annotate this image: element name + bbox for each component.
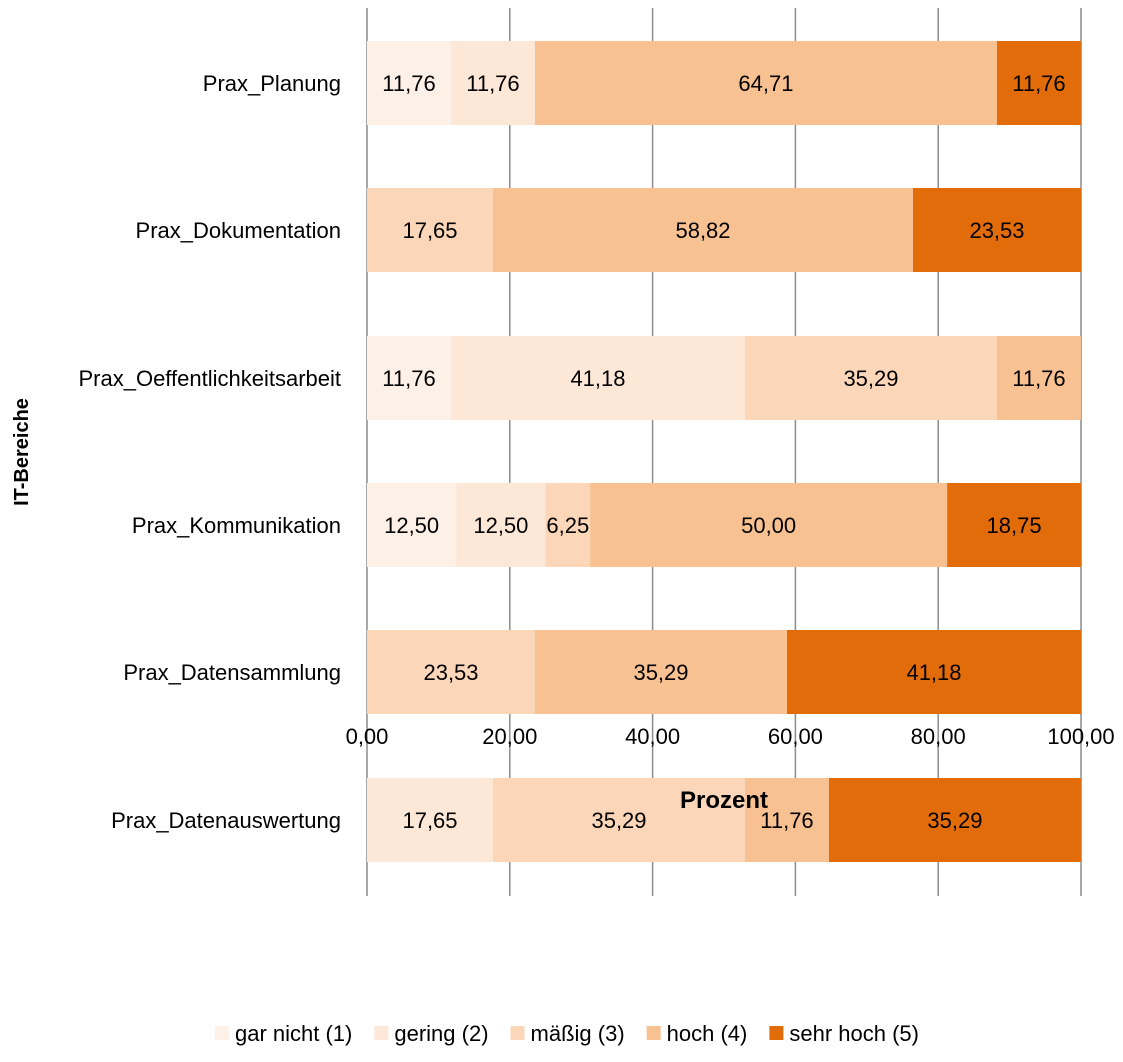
bar-segment — [493, 778, 745, 862]
data-label: 35,29 — [843, 366, 898, 391]
legend-item: hoch (4) — [646, 1021, 748, 1046]
bar-segment — [535, 630, 787, 714]
x-tick-label: 100,00 — [1047, 724, 1114, 749]
bars: 11,76 11,76 64,71 11,76 17,65 58,82 23,53 11,76… — [367, 41, 1081, 862]
category-label: Prax_Datenauswertung — [111, 808, 341, 833]
data-label: 35,29 — [633, 660, 688, 685]
bar-segment — [367, 778, 494, 862]
legend-swatch — [214, 1026, 229, 1040]
legend-label: hoch (4) — [667, 1021, 748, 1046]
bar-segment — [590, 483, 948, 567]
category-label: Prax_Dokumentation — [136, 218, 341, 243]
x-tick-labels: 0,00 20,00 40,00 60,00 80,00 100,00 — [346, 724, 1115, 749]
gridlines — [366, 8, 1082, 896]
data-label: 41,18 — [906, 660, 961, 685]
data-label: 58,82 — [675, 218, 730, 243]
legend-item: gar nicht (1) — [214, 1021, 352, 1046]
bar-segment — [450, 41, 535, 125]
bar-segment — [534, 41, 997, 125]
data-label: 12,50 — [473, 513, 528, 538]
data-label: 64,71 — [738, 71, 793, 96]
bar-segment — [786, 630, 1081, 714]
data-label: 12,50 — [384, 513, 439, 538]
bar-segment — [493, 188, 913, 272]
bar-segment — [367, 188, 494, 272]
legend-label: sehr hoch (5) — [789, 1021, 919, 1046]
legend-swatch — [769, 1026, 784, 1040]
data-label: 11,76 — [382, 366, 435, 391]
category-label: Prax_Planung — [203, 71, 341, 96]
legend-item: gering (2) — [374, 1021, 489, 1046]
data-label: 50,00 — [741, 513, 796, 538]
legend: gar nicht (1) gering (2) mäßig (3) hoch (4)… — [214, 1021, 919, 1046]
x-tick-label: 0,00 — [346, 724, 389, 749]
bar-segment — [367, 336, 451, 420]
data-label: 17,65 — [402, 218, 457, 243]
x-tick-label: 40,00 — [625, 724, 680, 749]
legend-item: mäßig (3) — [510, 1021, 625, 1046]
bar-segment — [828, 778, 1081, 862]
legend-label: gar nicht (1) — [235, 1021, 352, 1046]
data-label: 6,25 — [546, 513, 589, 538]
data-label: 11,76 — [760, 808, 813, 833]
bar-segment — [545, 483, 591, 567]
legend-swatch — [374, 1026, 389, 1040]
category-label: Prax_Datensammlung — [123, 660, 341, 685]
category-label: Prax_Oeffentlichkeitsarbeit — [78, 366, 341, 391]
bar-segment — [367, 483, 457, 567]
data-label: 41,18 — [570, 366, 625, 391]
bar-segment — [912, 188, 1081, 272]
legend-item: sehr hoch (5) — [769, 1021, 919, 1046]
bar-segment — [744, 336, 997, 420]
data-label: 11,76 — [1012, 71, 1065, 96]
data-label: 18,75 — [987, 513, 1042, 538]
bar-segment — [996, 336, 1081, 420]
data-label: 17,65 — [402, 808, 457, 833]
data-label: 35,29 — [927, 808, 982, 833]
bar-segment — [947, 483, 1081, 567]
legend-label: mäßig (3) — [531, 1021, 625, 1046]
x-tick-label: 20,00 — [482, 724, 537, 749]
bar-segment — [367, 41, 451, 125]
legend-swatch — [510, 1026, 525, 1040]
data-label: 11,76 — [1012, 366, 1065, 391]
x-tick-label: 80,00 — [911, 724, 966, 749]
data-label: 11,76 — [466, 71, 519, 96]
data-label: 23,53 — [423, 660, 478, 685]
bar-segment — [744, 778, 829, 862]
bar-segment — [456, 483, 546, 567]
x-axis-title: Prozent — [680, 787, 768, 814]
category-labels: Prax_Planung Prax_Dokumentation Prax_Oeffe… — [78, 71, 341, 833]
bar-segment — [996, 41, 1081, 125]
category-label: Prax_Kommunikation — [132, 513, 341, 538]
y-axis-title: IT-Bereiche — [11, 398, 33, 506]
x-tick-label: 60,00 — [768, 724, 823, 749]
data-label: 11,76 — [382, 71, 435, 96]
legend-label: gering (2) — [394, 1021, 488, 1046]
data-label: 23,53 — [969, 218, 1024, 243]
legend-swatch — [646, 1026, 661, 1040]
bar-segment — [450, 336, 745, 420]
data-label: 35,29 — [591, 808, 646, 833]
bar-segment — [367, 630, 536, 714]
